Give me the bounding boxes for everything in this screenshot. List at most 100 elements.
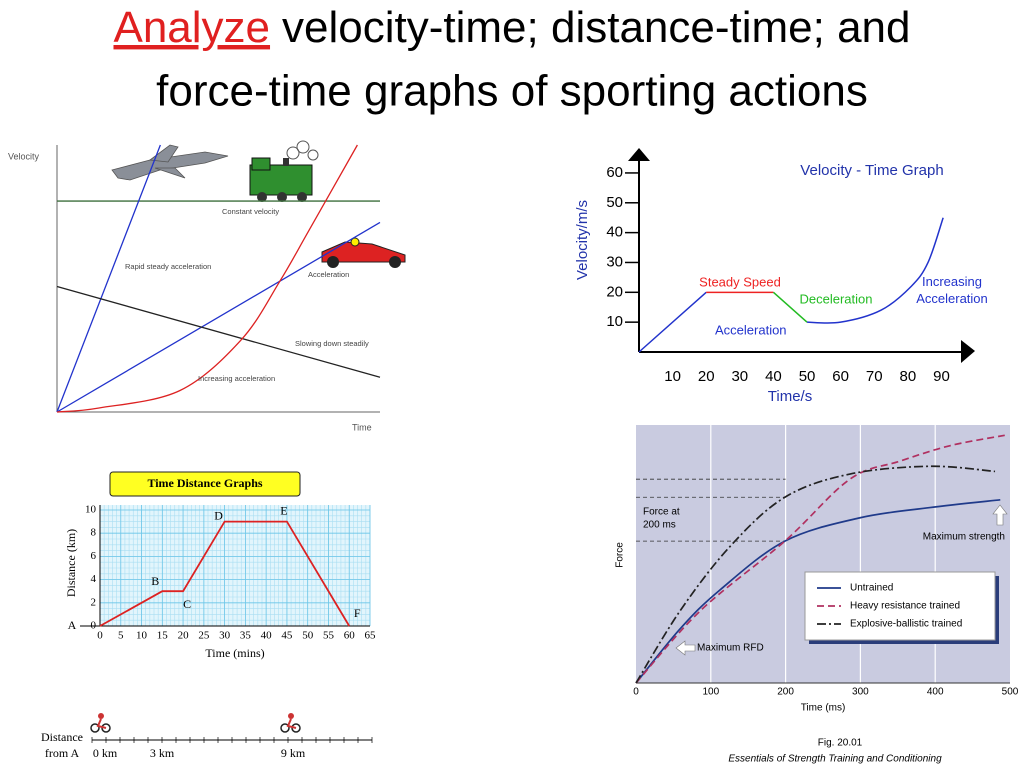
x-tick-label: 50	[302, 630, 314, 642]
scale-tick-label: 9 km	[281, 746, 306, 760]
legend-label: Explosive-ballistic trained	[850, 619, 962, 630]
series-label: Deceleration	[800, 291, 873, 306]
rider-body	[286, 718, 297, 729]
x-tick-label: 50	[799, 368, 816, 385]
train-icon	[249, 140, 319, 202]
x-tick-label: 35	[240, 630, 252, 642]
x-tick-label: 20	[178, 630, 190, 642]
x-axis-label: Time (mins)	[205, 646, 264, 660]
x-tick-label: 40	[765, 368, 782, 385]
y-axis-label: Velocity	[8, 151, 40, 161]
series-line	[635, 434, 1005, 684]
point-label: B	[151, 574, 159, 588]
series-label: Rapid steady acceleration	[125, 262, 211, 271]
x-tick-label: 200	[777, 687, 794, 698]
chart-title: Time Distance Graphs	[147, 476, 262, 490]
x-tick-label: 10	[136, 630, 148, 642]
scale-label: Distance	[41, 730, 83, 744]
y-tick-label: 10	[85, 504, 97, 516]
x-tick-label: 60	[344, 630, 356, 642]
annotation: Force at	[643, 507, 680, 518]
x-axis-label: Time/s	[768, 388, 812, 405]
series-line	[56, 285, 381, 378]
series-label: Steady Speed	[699, 274, 781, 289]
annotation: Maximum strength	[923, 532, 1005, 543]
legend-label: Heavy resistance trained	[850, 601, 960, 612]
series-line	[99, 520, 351, 627]
bike-wheel	[280, 723, 290, 733]
chart-title: Velocity - Time Graph	[800, 162, 943, 179]
x-tick-label: 65	[365, 630, 377, 642]
x-tick-label: 60	[832, 368, 849, 385]
x-tick-label: 45	[281, 630, 293, 642]
legend-box	[804, 571, 996, 641]
title-line2: force-time graphs of sporting actions	[156, 67, 868, 116]
x-tick-label: 80	[900, 368, 917, 385]
annotation: 200 ms	[643, 520, 676, 531]
series-line	[772, 291, 808, 323]
title-text: velocity-time; distance-time; and	[282, 3, 910, 52]
x-tick-label: 30	[219, 630, 231, 642]
plot-bg	[636, 425, 1010, 683]
arrow-left	[675, 640, 696, 656]
y-tick-label: 50	[606, 194, 623, 211]
y-tick-label: 30	[606, 253, 623, 270]
x-tick-label: 55	[323, 630, 335, 642]
x-tick-label: 30	[731, 368, 748, 385]
x-tick-label: 40	[261, 630, 273, 642]
point-label: E	[280, 503, 287, 517]
point-label: A	[68, 618, 77, 632]
jet-icon	[111, 144, 229, 181]
series-label: Acceleration	[715, 322, 787, 337]
title-box	[109, 471, 301, 497]
x-axis-label: Time (ms)	[801, 703, 846, 714]
series-label: Increasing Acceleration	[916, 274, 988, 306]
scale-tick-label: 0 km	[93, 746, 118, 760]
caption: Essentials of Strength Training and Cond…	[728, 754, 942, 765]
y-axis-arrow	[628, 148, 650, 161]
y-tick-label: 4	[91, 573, 97, 585]
series-line	[635, 465, 996, 684]
y-tick-label: 6	[91, 550, 97, 562]
x-tick-label: 0	[97, 630, 103, 642]
rider-head	[288, 713, 294, 719]
bike-icon	[90, 713, 111, 733]
x-tick-label: 25	[198, 630, 210, 642]
x-tick-label: 90	[933, 368, 950, 385]
y-tick-label: 60	[606, 164, 623, 181]
x-tick-label: 70	[866, 368, 883, 385]
x-axis-label: Time	[352, 422, 372, 432]
y-axis-label: Distance (km)	[64, 529, 78, 597]
legend-label: Untrained	[850, 583, 893, 594]
point-label: F	[354, 606, 361, 620]
bike-icon	[280, 713, 301, 733]
series-line	[56, 221, 381, 413]
series-label: Slowing down steadily	[295, 339, 369, 348]
caption: Fig. 20.01	[818, 738, 863, 749]
series-label: Increasing acceleration	[198, 374, 275, 383]
x-tick-label: 400	[927, 687, 944, 698]
x-tick-label: 10	[664, 368, 681, 385]
y-tick-label: 40	[606, 224, 623, 241]
y-tick-label: 2	[91, 596, 97, 608]
title-line1: Analyze velocity-time; distance-time; and	[113, 3, 910, 52]
point-label: C	[183, 597, 191, 611]
series-line	[56, 144, 358, 413]
plot-bg	[100, 505, 370, 626]
series-line	[807, 217, 944, 324]
car-icon	[321, 237, 406, 268]
annotation: Maximum RFD	[697, 643, 764, 654]
series-label: Acceleration	[308, 270, 349, 279]
rider-head	[98, 713, 104, 719]
series-line	[638, 291, 707, 353]
x-tick-label: 15	[157, 630, 169, 642]
y-tick-label: 20	[606, 283, 623, 300]
series-label: Constant velocity	[222, 207, 279, 216]
point-label: D	[214, 508, 223, 522]
y-axis-label: Force	[615, 542, 626, 568]
series-line	[56, 144, 161, 413]
y-axis-label: Velocity/m/s	[574, 200, 591, 280]
x-axis-arrow	[961, 340, 975, 363]
series-line	[635, 498, 1001, 684]
